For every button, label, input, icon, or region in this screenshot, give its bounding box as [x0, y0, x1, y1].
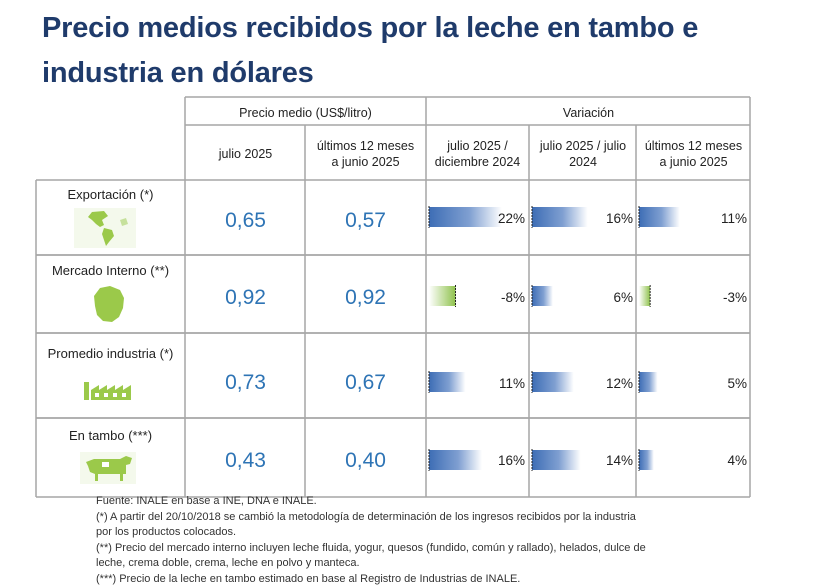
price-jul-mercado-interno: 0,92	[186, 286, 305, 310]
header-col-4: julio 2025 / julio 2024	[530, 138, 636, 170]
pct-promedio-industria-col2: 12%	[533, 376, 633, 392]
pct-mercado-interno-col3: -3%	[640, 290, 747, 306]
globe-americas-icon	[74, 208, 136, 248]
pct-mercado-interno-col2: 6%	[533, 290, 633, 306]
uruguay-map-icon	[92, 284, 126, 326]
pct-exportacion-col3: 11%	[640, 211, 747, 227]
header-col-4-line-1: julio 2025 / julio	[530, 138, 636, 154]
price-jul-en-tambo: 0,43	[186, 449, 305, 473]
pct-en-tambo-col1: 16%	[430, 453, 525, 469]
row-label-en-tambo: En tambo (***)	[36, 428, 185, 444]
price-jul-exportacion: 0,65	[186, 209, 305, 233]
header-col-3-line-2: diciembre 2024	[427, 154, 528, 170]
pct-promedio-industria-col3: 5%	[640, 376, 747, 392]
row-label-mercado-interno: Mercado Interno (**)	[36, 263, 185, 279]
header-col-5-line-2: a junio 2025	[637, 154, 750, 170]
price-12m-en-tambo: 0,40	[306, 449, 425, 473]
pct-promedio-industria-col1: 11%	[430, 376, 525, 392]
pct-exportacion-col1: 22%	[430, 211, 525, 227]
pct-en-tambo-col3: 4%	[640, 453, 747, 469]
price-jul-promedio-industria: 0,73	[186, 371, 305, 395]
source-line-2: (*) A partir del 20/10/2018 se cambió la…	[96, 510, 736, 526]
price-12m-mercado-interno: 0,92	[306, 286, 425, 310]
factory-icon	[82, 378, 134, 402]
price-12m-promedio-industria: 0,67	[306, 371, 425, 395]
row-label-exportacion: Exportación (*)	[36, 187, 185, 203]
price-12m-exportacion: 0,57	[306, 209, 425, 233]
row-label-promedio-industria: Promedio industria (*)	[36, 346, 185, 362]
source-line-3: por los productos colocados.	[96, 525, 736, 541]
header-col-5: últimos 12 meses a junio 2025	[637, 138, 750, 170]
header-variation-group: Variación	[427, 105, 750, 121]
header-price-group: Precio medio (US$/litro)	[186, 105, 425, 121]
source-notes: Fuente: INALE en base a INE, DNA e INALE…	[96, 494, 736, 587]
cow-icon	[80, 452, 136, 484]
header-col-1-line-1: julio 2025	[186, 146, 305, 162]
header-col-3: julio 2025 / diciembre 2024	[427, 138, 528, 170]
pct-en-tambo-col2: 14%	[533, 453, 633, 469]
header-col-2-line-1: últimos 12 meses	[306, 138, 425, 154]
source-line-1: Fuente: INALE en base a INE, DNA e INALE…	[96, 494, 736, 510]
header-col-5-line-1: últimos 12 meses	[637, 138, 750, 154]
header-col-2: últimos 12 meses a junio 2025	[306, 138, 425, 170]
header-col-1: julio 2025	[186, 146, 305, 162]
header-col-2-line-2: a junio 2025	[306, 154, 425, 170]
header-col-3-line-1: julio 2025 /	[427, 138, 528, 154]
pct-mercado-interno-col1: -8%	[430, 290, 525, 306]
pct-exportacion-col2: 16%	[533, 211, 633, 227]
header-col-4-line-2: 2024	[530, 154, 636, 170]
source-line-4: (**) Precio del mercado interno incluyen…	[96, 541, 736, 557]
source-line-5: leche, crema doble, crema, leche en polv…	[96, 556, 736, 572]
source-line-6: (***) Precio de la leche en tambo estima…	[96, 572, 736, 587]
